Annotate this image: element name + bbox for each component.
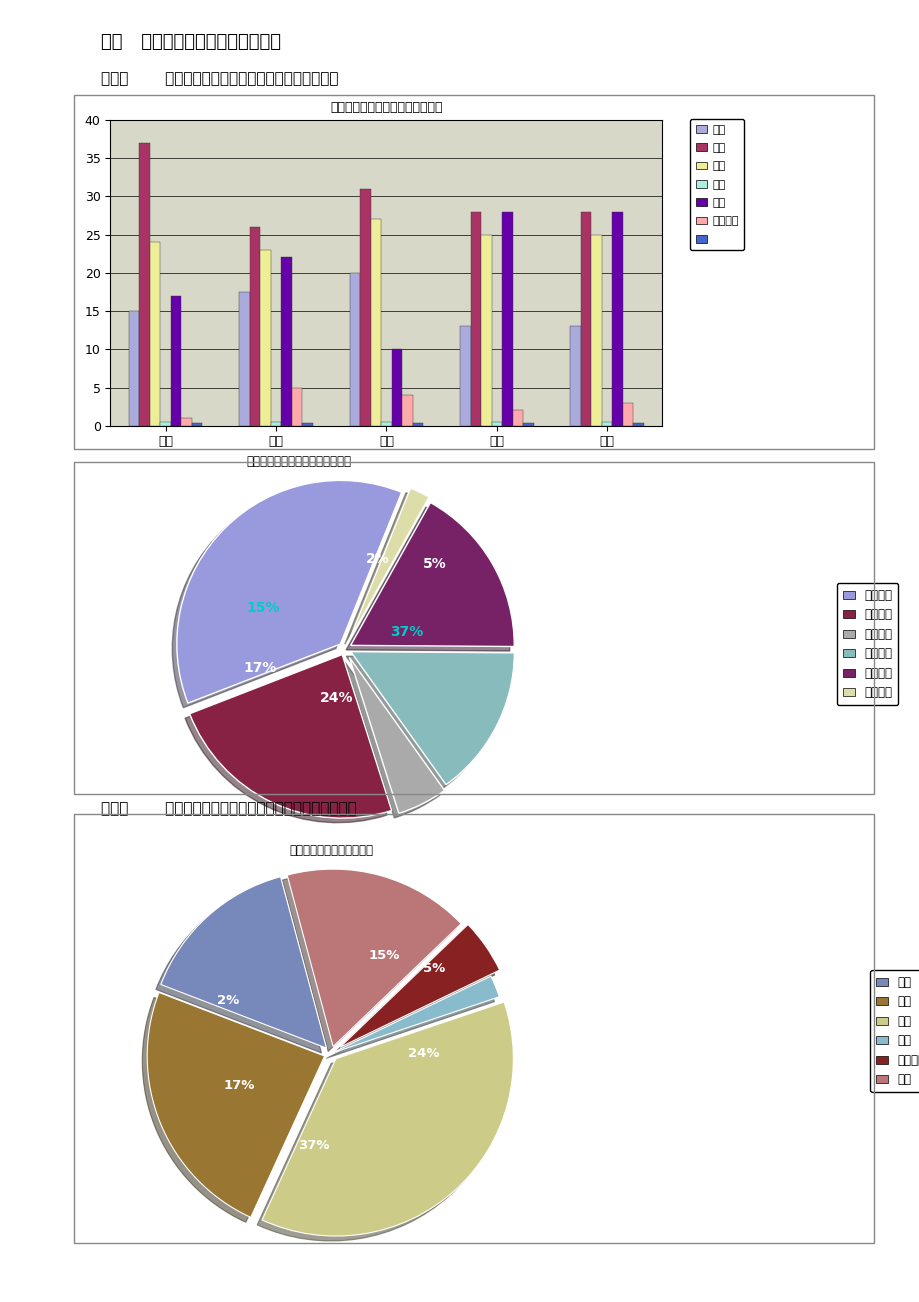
Bar (150, 242, 160, 426)
Wedge shape (340, 924, 499, 1047)
Text: 15%: 15% (369, 949, 400, 962)
Wedge shape (161, 876, 326, 1048)
Bar (612, 211, 622, 426)
Bar (413, 423, 423, 426)
Text: 5%: 5% (423, 556, 447, 570)
Bar (512, 410, 523, 426)
Bar (471, 211, 481, 426)
Wedge shape (349, 658, 444, 814)
Text: 37%: 37% (298, 1139, 329, 1152)
Bar (370, 219, 380, 426)
Bar (570, 327, 581, 426)
Wedge shape (350, 652, 514, 785)
Legend: 农业银行, 工商银行, 建设银行, 中国银行, 邮政银行, 招商银行: 农业银行, 工商银行, 建设银行, 中国银行, 邮政银行, 招商银行 (836, 583, 897, 706)
Bar (349, 272, 359, 426)
Wedge shape (262, 1003, 513, 1236)
Bar (622, 402, 632, 426)
Bar (239, 292, 250, 426)
Bar (181, 418, 192, 426)
Bar (591, 234, 601, 426)
Bar (270, 422, 281, 426)
Bar (380, 422, 391, 426)
Wedge shape (176, 480, 402, 703)
Bar (281, 258, 291, 426)
Bar (523, 423, 533, 426)
Bar (632, 423, 643, 426)
Title: 使用各电子银行人数的统计: 使用各电子银行人数的统计 (289, 844, 373, 857)
Title: 高校大学生使用各银行帐户的情况: 高校大学生使用各银行帐户的情况 (330, 102, 442, 115)
Bar (601, 422, 612, 426)
Bar (491, 422, 502, 426)
Text: 2%: 2% (366, 552, 389, 565)
Bar (260, 250, 270, 426)
Title: 高校大学生使用各银行帐户的情况: 高校大学生使用各银行帐户的情况 (246, 454, 351, 467)
Bar (581, 211, 591, 426)
Legend: 建行, 农行, 工商, 招商, 邮政, 中国银行, : 建行, 农行, 工商, 招商, 邮政, 中国银行, (689, 120, 743, 250)
Bar (160, 422, 171, 426)
Bar (140, 143, 150, 426)
Bar (250, 227, 260, 426)
Wedge shape (331, 976, 499, 1053)
Text: 15%: 15% (246, 600, 279, 615)
Wedge shape (350, 503, 514, 647)
Bar (502, 211, 512, 426)
Bar (171, 296, 181, 426)
Text: 17%: 17% (243, 661, 277, 676)
Legend: 建行, 工行, 农行, 邮政, 中国银行, 其他: 建行, 工行, 农行, 邮政, 中国银行, 其他 (869, 970, 919, 1092)
Text: 二、   目标顾客群的消费需求情况：: 二、 目标顾客群的消费需求情况： (101, 33, 281, 51)
Bar (391, 349, 402, 426)
Wedge shape (147, 992, 324, 1217)
Text: （二）       该高校园大学生使用电子银行产品的情况调查：: （二） 该高校园大学生使用电子银行产品的情况调查： (101, 801, 357, 816)
Bar (481, 234, 491, 426)
Text: 37%: 37% (390, 625, 424, 639)
Bar (460, 327, 471, 426)
Text: 17%: 17% (223, 1079, 255, 1092)
Wedge shape (189, 655, 391, 818)
Bar (402, 396, 413, 426)
Bar (360, 189, 370, 426)
Wedge shape (287, 870, 460, 1047)
Text: 24%: 24% (407, 1047, 438, 1060)
Bar (192, 423, 202, 426)
Wedge shape (349, 488, 428, 639)
Bar (129, 311, 140, 426)
Text: 5%: 5% (423, 962, 445, 975)
Text: （一）       该高校园大学生使用银行账户的情况调查：: （一） 该高校园大学生使用银行账户的情况调查： (101, 72, 338, 87)
Bar (291, 388, 301, 426)
Text: 2%: 2% (217, 993, 239, 1006)
Text: 24%: 24% (320, 691, 353, 704)
Bar (301, 423, 312, 426)
